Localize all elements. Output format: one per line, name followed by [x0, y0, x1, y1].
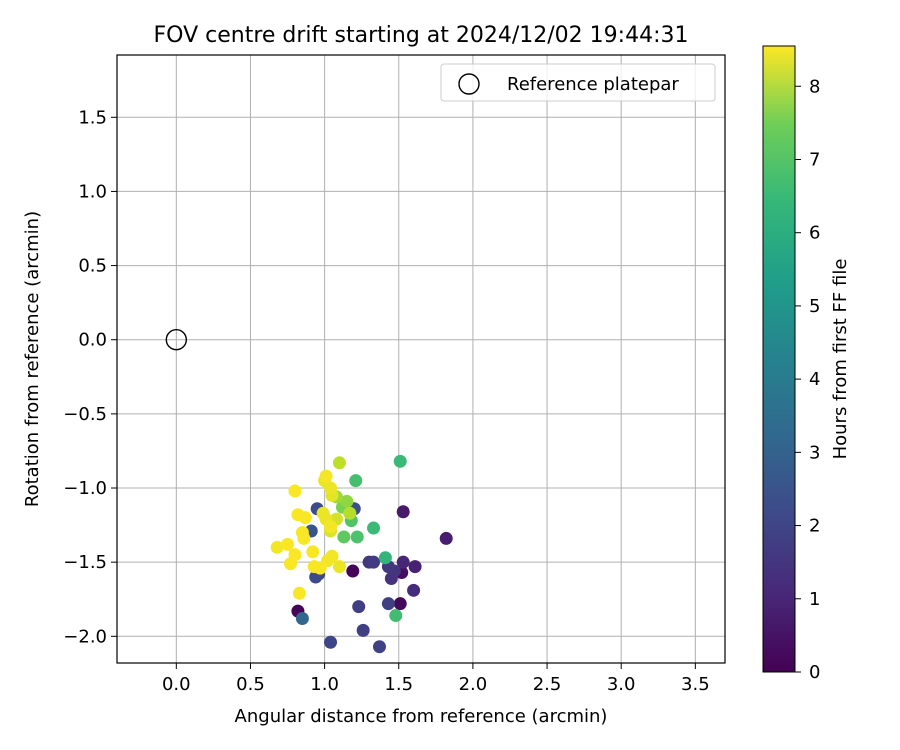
data-point — [389, 609, 403, 623]
data-point — [337, 530, 351, 544]
y-tick-label: −2.0 — [63, 626, 107, 647]
data-point — [324, 635, 338, 649]
y-axis-label: Rotation from reference (arcmin) — [22, 211, 43, 507]
data-point — [324, 481, 338, 495]
colorbar: 0 1 2 3 4 5 6 7 8 Hours from first FF file — [762, 45, 851, 683]
data-points — [270, 454, 453, 654]
data-point — [340, 494, 354, 508]
data-point — [297, 531, 311, 545]
colorbar-tick-label: 1 — [809, 589, 820, 610]
y-tick-label: 1.5 — [78, 107, 107, 128]
data-point — [292, 586, 306, 600]
legend-entry-reference-platepar: Reference platepar — [507, 74, 679, 95]
colorbar-tick-label: 6 — [809, 223, 820, 244]
colorbar-tick-label: 5 — [809, 296, 820, 317]
data-point — [372, 640, 386, 654]
data-point — [284, 557, 298, 571]
y-tick-label: 1.0 — [78, 181, 107, 202]
data-point — [270, 540, 284, 554]
colorbar-tick-label: 7 — [809, 149, 820, 170]
x-tick-label: 1.5 — [384, 674, 413, 695]
chart-title: FOV centre drift starting at 2024/12/02 … — [154, 23, 689, 48]
y-tick-label: 0.5 — [78, 256, 107, 277]
data-point — [393, 597, 407, 611]
x-tick-label: 3.5 — [681, 674, 710, 695]
data-point — [396, 555, 410, 569]
x-tick-label: 1.0 — [310, 674, 339, 695]
data-point — [393, 454, 407, 468]
data-point — [408, 560, 422, 574]
x-tick-label: 0.5 — [236, 674, 265, 695]
colorbar-ticks: 0 1 2 3 4 5 6 7 8 — [795, 76, 820, 683]
reference-marker-layer — [165, 329, 188, 351]
data-point — [332, 560, 346, 574]
data-point — [306, 545, 320, 559]
x-tick-label: 2.0 — [459, 674, 488, 695]
data-point — [281, 537, 295, 551]
x-tick-label: 3.0 — [607, 674, 636, 695]
data-point — [346, 564, 360, 578]
data-point — [407, 583, 421, 597]
y-tick-label: 0.0 — [78, 330, 107, 351]
data-point — [313, 561, 327, 575]
colorbar-tick-label: 8 — [809, 76, 820, 97]
colorbar-tick-label: 2 — [809, 516, 820, 537]
legend-box — [440, 63, 716, 102]
colorbar-tick-label: 0 — [809, 662, 820, 683]
data-point — [356, 623, 370, 637]
data-point — [439, 531, 453, 545]
y-tick-label: −0.5 — [63, 404, 107, 425]
colorbar-label: Hours from first FF file — [830, 259, 851, 460]
colorbar-tick-label: 3 — [809, 442, 820, 463]
data-point — [367, 555, 381, 569]
data-point — [332, 456, 346, 470]
y-axis-ticks: 1.5 1.0 0.5 0.0 −0.5 −1.0 −1.5 −2.0 — [63, 107, 117, 647]
reference-platepar-marker — [165, 329, 188, 351]
legend-reference-marker-icon — [458, 73, 480, 95]
data-point — [319, 469, 333, 483]
data-point — [288, 484, 302, 498]
y-tick-label: −1.5 — [63, 552, 107, 573]
data-point — [343, 506, 357, 520]
data-point — [295, 612, 309, 626]
grid — [117, 55, 725, 663]
plot-frame — [116, 54, 726, 664]
data-point — [367, 521, 381, 535]
data-point — [324, 520, 338, 534]
legend: Reference platepar — [440, 63, 716, 102]
x-tick-label: 2.5 — [533, 674, 562, 695]
data-point — [396, 505, 410, 519]
data-point — [325, 549, 339, 563]
colorbar-tick-label: 4 — [809, 369, 820, 390]
x-axis-ticks: 0.0 0.5 1.0 1.5 2.0 2.5 3.0 3.5 — [162, 663, 710, 695]
data-point — [381, 597, 395, 611]
colorbar-gradient — [762, 45, 796, 673]
data-point — [350, 530, 364, 544]
x-tick-label: 0.0 — [162, 674, 191, 695]
data-point — [378, 551, 392, 565]
data-point — [298, 511, 312, 525]
data-point — [349, 474, 363, 488]
y-tick-label: −1.0 — [63, 478, 107, 499]
data-point — [352, 600, 366, 614]
x-axis-label: Angular distance from reference (arcmin) — [235, 706, 608, 727]
